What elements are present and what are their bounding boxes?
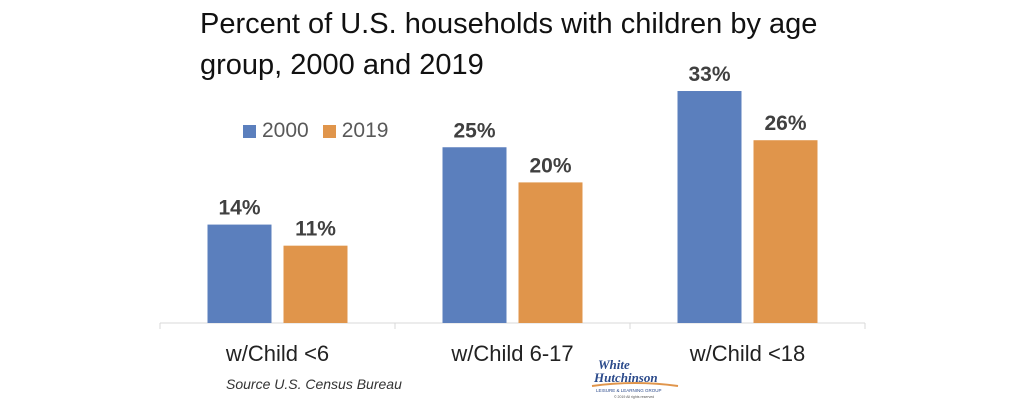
bar-2019-1 [283,245,348,323]
bar-2019-2 [518,182,583,323]
legend-item-2019: 2019 [322,119,389,143]
logo-tagline: LEISURE & LEARNING GROUP [596,388,662,393]
logo-line1: White [598,357,630,372]
legend-swatch-2000 [243,124,256,138]
white-hutchinson-logo: White Hutchinson LEISURE & LEARNING GROU… [591,357,679,399]
logo-line2: Hutchinson [593,370,658,385]
legend-label-2000: 2000 [262,119,309,142]
category-label-1: w/Child <6 [225,341,329,366]
data-label-2019-1: 11% [295,218,336,241]
category-label-2: w/Child 6-17 [450,341,573,366]
chart-title: Percent of U.S. households with children… [200,8,818,81]
legend: 2000 2019 [243,119,402,143]
legend-item-2000: 2000 [243,119,309,143]
legend-swatch-2019 [322,124,336,138]
data-label-2000-1: 14% [218,197,260,220]
data-label-2019-2: 20% [529,154,571,177]
data-label-2000-2: 25% [453,119,495,142]
logo-swoosh [591,382,679,387]
bar-2000-1 [207,224,272,323]
data-label-2019-3: 26% [764,112,806,135]
bar-2019-3 [753,140,818,323]
data-label-2000-3: 33% [688,63,730,86]
category-label-3: w/Child <18 [689,341,806,366]
legend-label-2019: 2019 [341,119,389,142]
source-note: Source U.S. Census Bureau [226,376,402,392]
bar-2000-3 [677,91,742,323]
logo-copyright: © 2019 All rights reserved [614,395,654,399]
bar-2000-2 [442,147,507,323]
